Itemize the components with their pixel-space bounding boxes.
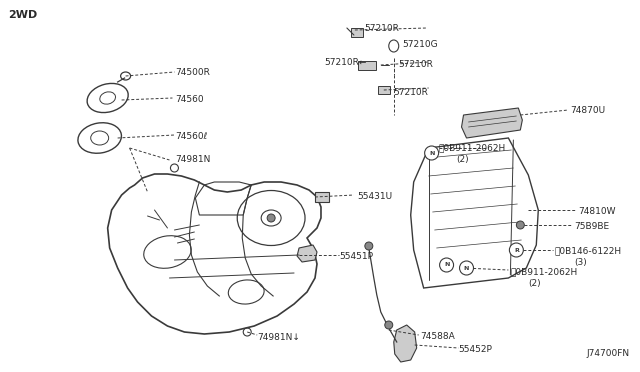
Circle shape (385, 321, 393, 329)
Text: N: N (429, 151, 435, 155)
Polygon shape (394, 325, 417, 362)
Text: R: R (514, 247, 519, 253)
Text: 57210R: 57210R (394, 88, 429, 97)
Text: (3): (3) (574, 258, 587, 267)
Text: 55451P: 55451P (339, 252, 373, 261)
Text: 55431U: 55431U (357, 192, 392, 201)
Polygon shape (461, 108, 522, 138)
Text: 55452P: 55452P (458, 345, 492, 354)
Circle shape (509, 243, 524, 257)
Text: ⓝ0B911-2062H: ⓝ0B911-2062H (438, 143, 506, 152)
Text: 74560ℓ: 74560ℓ (175, 132, 208, 141)
Text: Ⓡ0B146-6122H: Ⓡ0B146-6122H (554, 246, 621, 255)
Text: 57210R: 57210R (364, 24, 399, 33)
Circle shape (440, 258, 454, 272)
Circle shape (516, 221, 524, 229)
Circle shape (365, 242, 373, 250)
Circle shape (425, 146, 438, 160)
Polygon shape (297, 245, 317, 262)
Text: (2): (2) (529, 279, 541, 288)
Bar (315, 192, 329, 202)
Text: 57210R: 57210R (399, 60, 434, 69)
Text: J74700FN: J74700FN (587, 349, 630, 358)
Text: 57210G: 57210G (403, 40, 438, 49)
Text: 74588A: 74588A (420, 332, 456, 341)
Text: 74560: 74560 (175, 95, 204, 104)
Text: (2): (2) (456, 155, 469, 164)
Text: 2WD: 2WD (8, 10, 37, 20)
Text: N: N (444, 263, 449, 267)
Bar (351, 28, 363, 36)
Bar (378, 86, 390, 94)
Bar (358, 61, 376, 70)
Text: ⓝ0B911-2062H: ⓝ0B911-2062H (510, 267, 578, 276)
Text: 74500R: 74500R (175, 68, 211, 77)
Text: 57210R←: 57210R← (324, 58, 366, 67)
Text: N: N (464, 266, 469, 270)
Text: 74981N: 74981N (175, 155, 211, 164)
Circle shape (267, 214, 275, 222)
Text: 74981N↓: 74981N↓ (257, 333, 300, 342)
Text: 74870U: 74870U (570, 106, 605, 115)
Text: 75B9BE: 75B9BE (574, 222, 609, 231)
Circle shape (460, 261, 474, 275)
Text: 74810W: 74810W (578, 207, 616, 216)
